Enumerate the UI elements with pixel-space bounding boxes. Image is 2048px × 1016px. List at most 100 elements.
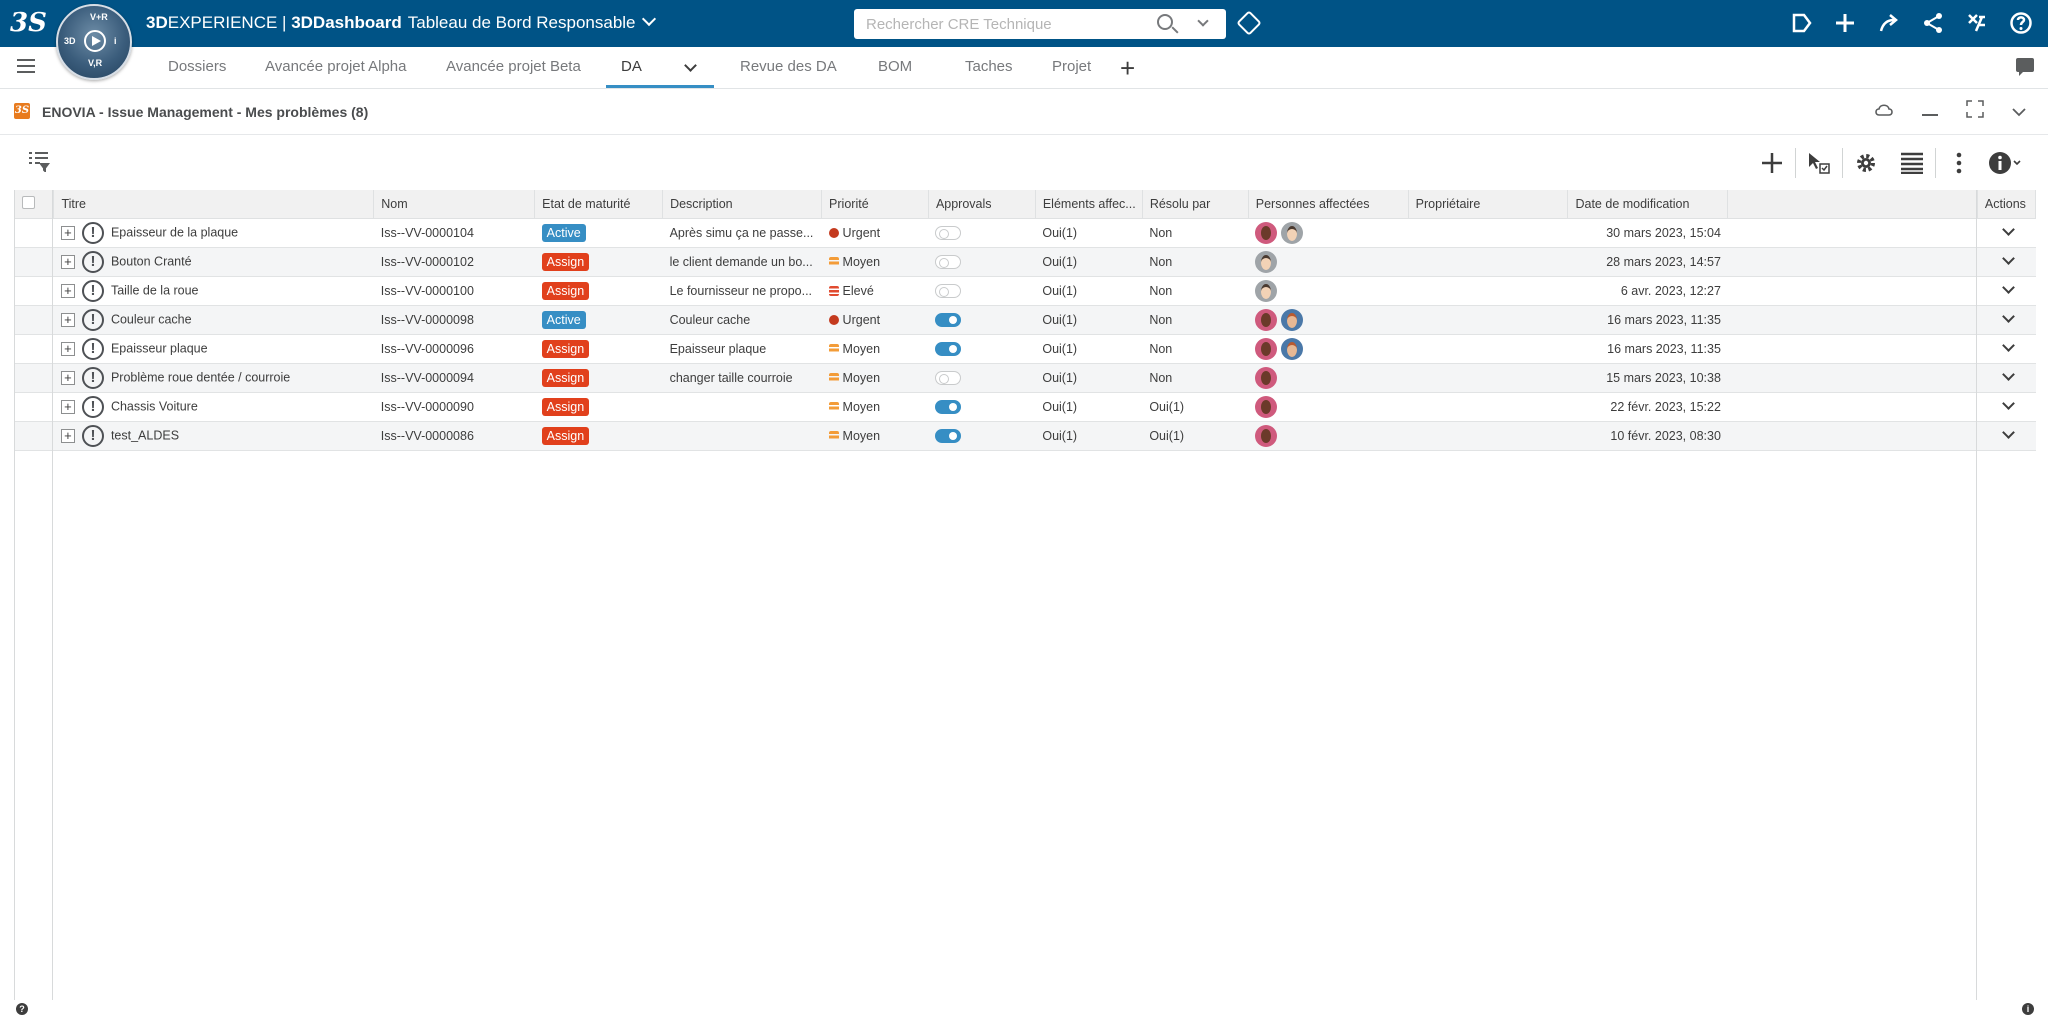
more-options-icon[interactable] (1936, 146, 1982, 180)
app-brand[interactable]: 3DEXPERIENCE | 3DDashboard Tableau de Bor… (146, 11, 656, 33)
chevron-down-icon[interactable] (641, 11, 656, 27)
tag-icon[interactable] (1236, 10, 1262, 36)
status-badge[interactable]: Assign (541, 339, 590, 358)
avatar[interactable] (1255, 308, 1278, 331)
chat-icon[interactable] (2016, 58, 2034, 76)
resolu-cell[interactable]: Non (1142, 218, 1249, 248)
tab-dossiers[interactable]: Dossiers (168, 58, 227, 75)
status-badge[interactable]: Assign (541, 397, 590, 416)
elements-cell[interactable]: Oui(1) (1035, 276, 1143, 306)
tab-avancee-alpha[interactable]: Avancée projet Alpha (265, 58, 407, 75)
chevron-down-icon[interactable] (2002, 280, 2016, 294)
issue-title[interactable]: Couleur cache (110, 311, 192, 326)
table-row[interactable]: +! Problème roue dentée / courroie Iss--VV… (15, 363, 2036, 393)
expand-icon[interactable]: + (60, 399, 75, 414)
chevron-down-icon[interactable] (2002, 367, 2016, 381)
col-header-proprietaire[interactable]: Propriétaire (1408, 190, 1569, 219)
status-badge[interactable]: Assign (541, 368, 590, 387)
add-tab-icon[interactable]: + (1120, 53, 1136, 83)
col-header-approvals[interactable]: Approvals (928, 190, 1036, 219)
chevron-down-icon[interactable] (2002, 222, 2016, 236)
expand-icon[interactable]: + (60, 312, 75, 327)
avatar[interactable] (1255, 279, 1278, 302)
col-header-personnes[interactable]: Personnes affectées (1248, 190, 1409, 219)
resolu-cell[interactable]: Non (1142, 276, 1249, 306)
menu-icon[interactable] (17, 59, 35, 73)
issue-title[interactable]: Epaisseur plaque (110, 340, 208, 355)
approval-toggle[interactable] (935, 283, 962, 298)
search-icon[interactable] (1157, 14, 1173, 30)
issue-title[interactable]: test_ALDES (110, 427, 180, 442)
chevron-down-icon[interactable] (2012, 101, 2026, 122)
expand-icon[interactable]: + (60, 254, 75, 269)
issue-title[interactable]: Problème roue dentée / courroie (110, 369, 291, 384)
list-view-icon[interactable] (1889, 146, 1935, 180)
chevron-down-icon[interactable] (2002, 251, 2016, 265)
col-header-nom[interactable]: Nom (373, 190, 536, 219)
maximize-icon[interactable] (1966, 100, 1984, 123)
expand-icon[interactable]: + (60, 428, 75, 443)
filter-list-icon[interactable] (28, 150, 50, 174)
resolu-cell[interactable]: Oui(1) (1142, 392, 1249, 422)
approval-toggle[interactable] (935, 399, 962, 414)
table-row[interactable]: +! Couleur cache Iss--VV-0000098 Active Coul… (15, 305, 2036, 335)
col-header-priorite[interactable]: Priorité (821, 190, 929, 219)
tab-bom[interactable]: BOM (878, 58, 913, 75)
table-row[interactable]: +! test_ALDES Iss--VV-0000086 Assign Moyen Ou… (15, 421, 2036, 451)
col-header-description[interactable]: Description (662, 190, 823, 219)
table-row[interactable]: +! Epaisseur plaque Iss--VV-0000096 Assign E… (15, 334, 2036, 364)
social-share-icon[interactable] (1918, 8, 1948, 38)
add-issue-icon[interactable] (1749, 146, 1795, 180)
status-badge[interactable]: Active (541, 310, 586, 329)
col-header-date[interactable]: Date de modification (1567, 190, 1729, 219)
minimize-icon[interactable] (1922, 101, 1938, 122)
search-dropdown-icon[interactable] (1197, 15, 1209, 27)
elements-cell[interactable]: Oui(1) (1035, 363, 1143, 393)
avatar[interactable] (1255, 337, 1278, 360)
expand-icon[interactable]: + (60, 225, 75, 240)
expand-icon[interactable]: + (60, 341, 75, 356)
elements-cell[interactable]: Oui(1) (1035, 421, 1143, 451)
elements-cell[interactable]: Oui(1) (1035, 247, 1143, 277)
avatar[interactable] (1281, 221, 1304, 244)
chevron-down-icon[interactable] (684, 59, 697, 72)
approval-toggle[interactable] (935, 312, 962, 327)
expand-icon[interactable]: + (60, 370, 75, 385)
help-icon[interactable]: ? (16, 1003, 28, 1015)
compass-apps-icon[interactable] (1962, 8, 1992, 38)
info-icon[interactable] (1982, 146, 2028, 180)
approval-toggle[interactable] (935, 341, 962, 356)
elements-cell[interactable]: Oui(1) (1035, 218, 1143, 248)
issue-title[interactable]: Bouton Cranté (110, 253, 192, 268)
approval-toggle[interactable] (935, 254, 962, 269)
table-row[interactable]: +! Chassis Voiture Iss--VV-0000090 Assign Mo… (15, 392, 2036, 422)
select-mode-icon[interactable] (1796, 146, 1842, 180)
compass-icon[interactable]: V+R 3D i V,R (56, 4, 132, 80)
avatar[interactable] (1255, 366, 1278, 389)
approval-toggle[interactable] (935, 225, 962, 240)
tab-avancee-beta[interactable]: Avancée projet Beta (446, 58, 581, 75)
select-all-checkbox[interactable] (22, 195, 35, 209)
approval-toggle[interactable] (935, 370, 962, 385)
chevron-down-icon[interactable] (2002, 396, 2016, 410)
col-header-titre[interactable]: Titre (53, 190, 375, 219)
settings-icon[interactable] (1843, 146, 1889, 180)
resolu-cell[interactable]: Non (1142, 363, 1249, 393)
bookmark-icon[interactable] (1786, 8, 1816, 38)
avatar[interactable] (1255, 221, 1278, 244)
elements-cell[interactable]: Oui(1) (1035, 334, 1143, 364)
cloud-icon[interactable] (1874, 101, 1894, 122)
info-icon[interactable]: i (2022, 1003, 2034, 1015)
resolu-cell[interactable]: Non (1142, 247, 1249, 277)
tab-projet[interactable]: Projet (1052, 58, 1092, 75)
avatar[interactable] (1255, 250, 1278, 273)
resolu-cell[interactable]: Non (1142, 334, 1249, 364)
col-header-etat[interactable]: Etat de maturité (534, 190, 664, 219)
issue-title[interactable]: Epaisseur de la plaque (110, 224, 239, 239)
issue-title[interactable]: Taille de la roue (110, 282, 199, 297)
search-input[interactable] (854, 15, 1134, 33)
help-icon[interactable] (2006, 8, 2036, 38)
share-icon[interactable] (1874, 8, 1904, 38)
expand-icon[interactable]: + (60, 283, 75, 298)
status-badge[interactable]: Active (541, 223, 586, 242)
